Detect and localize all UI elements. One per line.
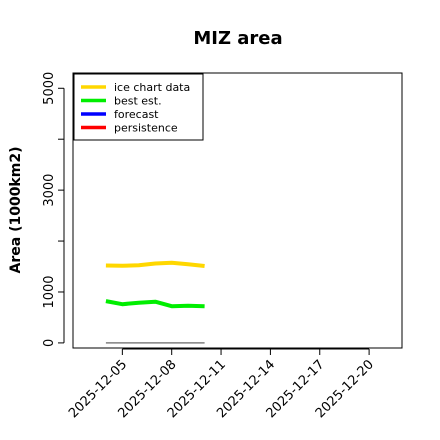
legend-label: persistence bbox=[114, 122, 178, 135]
legend-label: ice chart data bbox=[114, 81, 190, 94]
legend-label: best est. bbox=[114, 95, 162, 108]
series-line-best-est- bbox=[105, 299, 205, 309]
series-line-ice-chart-data bbox=[105, 260, 205, 268]
legend-label: forecast bbox=[114, 108, 159, 121]
y-tick-label: 1000 bbox=[42, 275, 57, 308]
y-tick-label: 5000 bbox=[42, 72, 57, 105]
legend-box bbox=[73, 73, 204, 141]
plot-frame bbox=[72, 72, 403, 349]
y-axis: 0 1000 3000 5000 bbox=[42, 72, 65, 347]
x-axis: 2025-12-052025-12-082025-12-112025-12-14… bbox=[66, 348, 377, 421]
series-layer bbox=[105, 260, 205, 344]
chart-title: MIZ area bbox=[193, 28, 282, 49]
y-axis-label: Area (1000km2) bbox=[8, 147, 24, 274]
y-tick-label: 0 bbox=[42, 339, 57, 347]
y-tick-label: 3000 bbox=[42, 174, 57, 207]
